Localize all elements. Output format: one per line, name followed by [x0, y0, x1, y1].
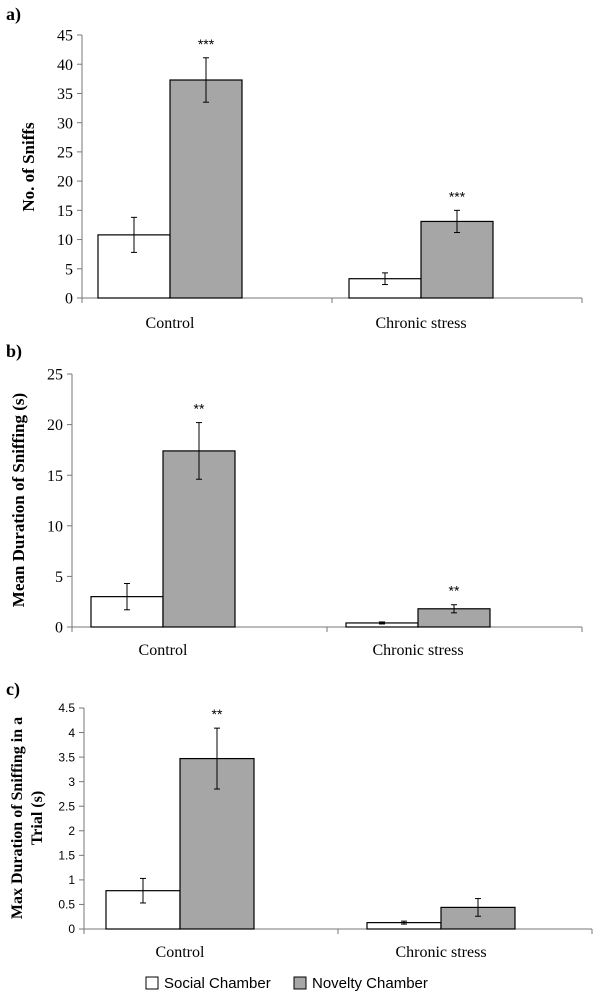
y-tick-label: 40	[57, 57, 73, 74]
y-tick-label: 2.5	[58, 799, 75, 813]
y-tick-label: 20	[57, 174, 73, 191]
panel-label: b)	[6, 341, 22, 362]
y-tick-label: 3.5	[58, 750, 75, 764]
significance-marker: **	[194, 401, 205, 417]
y-axis-title: No. of Sniffs	[19, 122, 38, 212]
y-tick-label: 3	[68, 775, 75, 789]
y-tick-label: 25	[47, 367, 63, 384]
y-tick-label: 20	[47, 417, 63, 434]
y-tick-label: 2	[68, 824, 75, 838]
y-tick-label: 0	[68, 922, 75, 936]
y-tick-label: 25	[57, 144, 73, 161]
y-tick-label: 35	[57, 86, 73, 103]
legend-swatch-social	[145, 976, 159, 990]
significance-marker: ***	[449, 188, 466, 204]
panel-label: c)	[6, 679, 20, 700]
x-category-label: Control	[156, 944, 205, 961]
y-tick-label: 10	[47, 518, 63, 535]
legend: Social Chamber Novelty Chamber	[145, 975, 428, 992]
x-category-label: Control	[146, 315, 195, 332]
significance-marker: **	[212, 706, 223, 722]
y-tick-label: 0	[65, 291, 73, 308]
y-tick-label: 0	[55, 620, 63, 637]
y-axis-title: Mean Duration of Sniffing (s)	[9, 393, 28, 607]
y-tick-label: 30	[57, 115, 73, 132]
x-category-label: Chronic stress	[395, 944, 486, 961]
y-tick-label: 4	[68, 726, 75, 740]
y-tick-label: 15	[57, 203, 73, 220]
y-tick-label: 0.5	[58, 898, 75, 912]
panel-label: a)	[6, 4, 21, 25]
y-tick-label: 10	[57, 232, 73, 249]
y-axis-title-line-1: Max Duration of Sniffing in a	[9, 717, 26, 919]
legend-swatch-novelty	[293, 976, 307, 990]
y-tick-label: 15	[47, 468, 63, 485]
legend-label-social: Social Chamber	[164, 975, 271, 992]
plot-area: 0 5 10 15 20 25 30 35 40 45 *** Control *** Chronic s…	[57, 28, 583, 332]
y-tick-label: 45	[57, 28, 73, 45]
bar-novelty	[162, 450, 236, 628]
y-tick-label: 5	[55, 569, 63, 586]
x-category-label: Chronic stress	[375, 315, 466, 332]
y-tick-label: 1.5	[58, 849, 75, 863]
y-axis-title-line-2: Trial (s)	[29, 791, 46, 845]
y-tick-label: 5	[65, 261, 73, 278]
significance-marker: **	[449, 583, 460, 599]
panel-a: a) No. of Sniffs 0 5 10 15 20 25 30 35 40 45 *** Co…	[6, 4, 583, 332]
x-category-label: Control	[139, 642, 188, 659]
panel-c: c) Max Duration of Sniffing in a Trial (…	[6, 679, 593, 961]
x-category-label: Chronic stress	[372, 642, 463, 659]
plot-area: 0 0.5 1 1.5 2 2.5 3 3.5 4 4.5 ** Control Chronic str…	[58, 701, 593, 961]
bar-novelty	[169, 79, 243, 299]
y-tick-label: 1	[68, 873, 75, 887]
significance-marker: ***	[198, 36, 215, 52]
y-tick-label: 4.5	[58, 701, 75, 715]
panel-b: b) Mean Duration of Sniffing (s) 0 5 10 15 2…	[6, 341, 583, 659]
plot-area: 0 5 10 15 20 25 ** Control ** Chronic stress	[47, 367, 583, 659]
legend-label-novelty: Novelty Chamber	[312, 975, 428, 992]
bar-novelty	[420, 220, 494, 299]
